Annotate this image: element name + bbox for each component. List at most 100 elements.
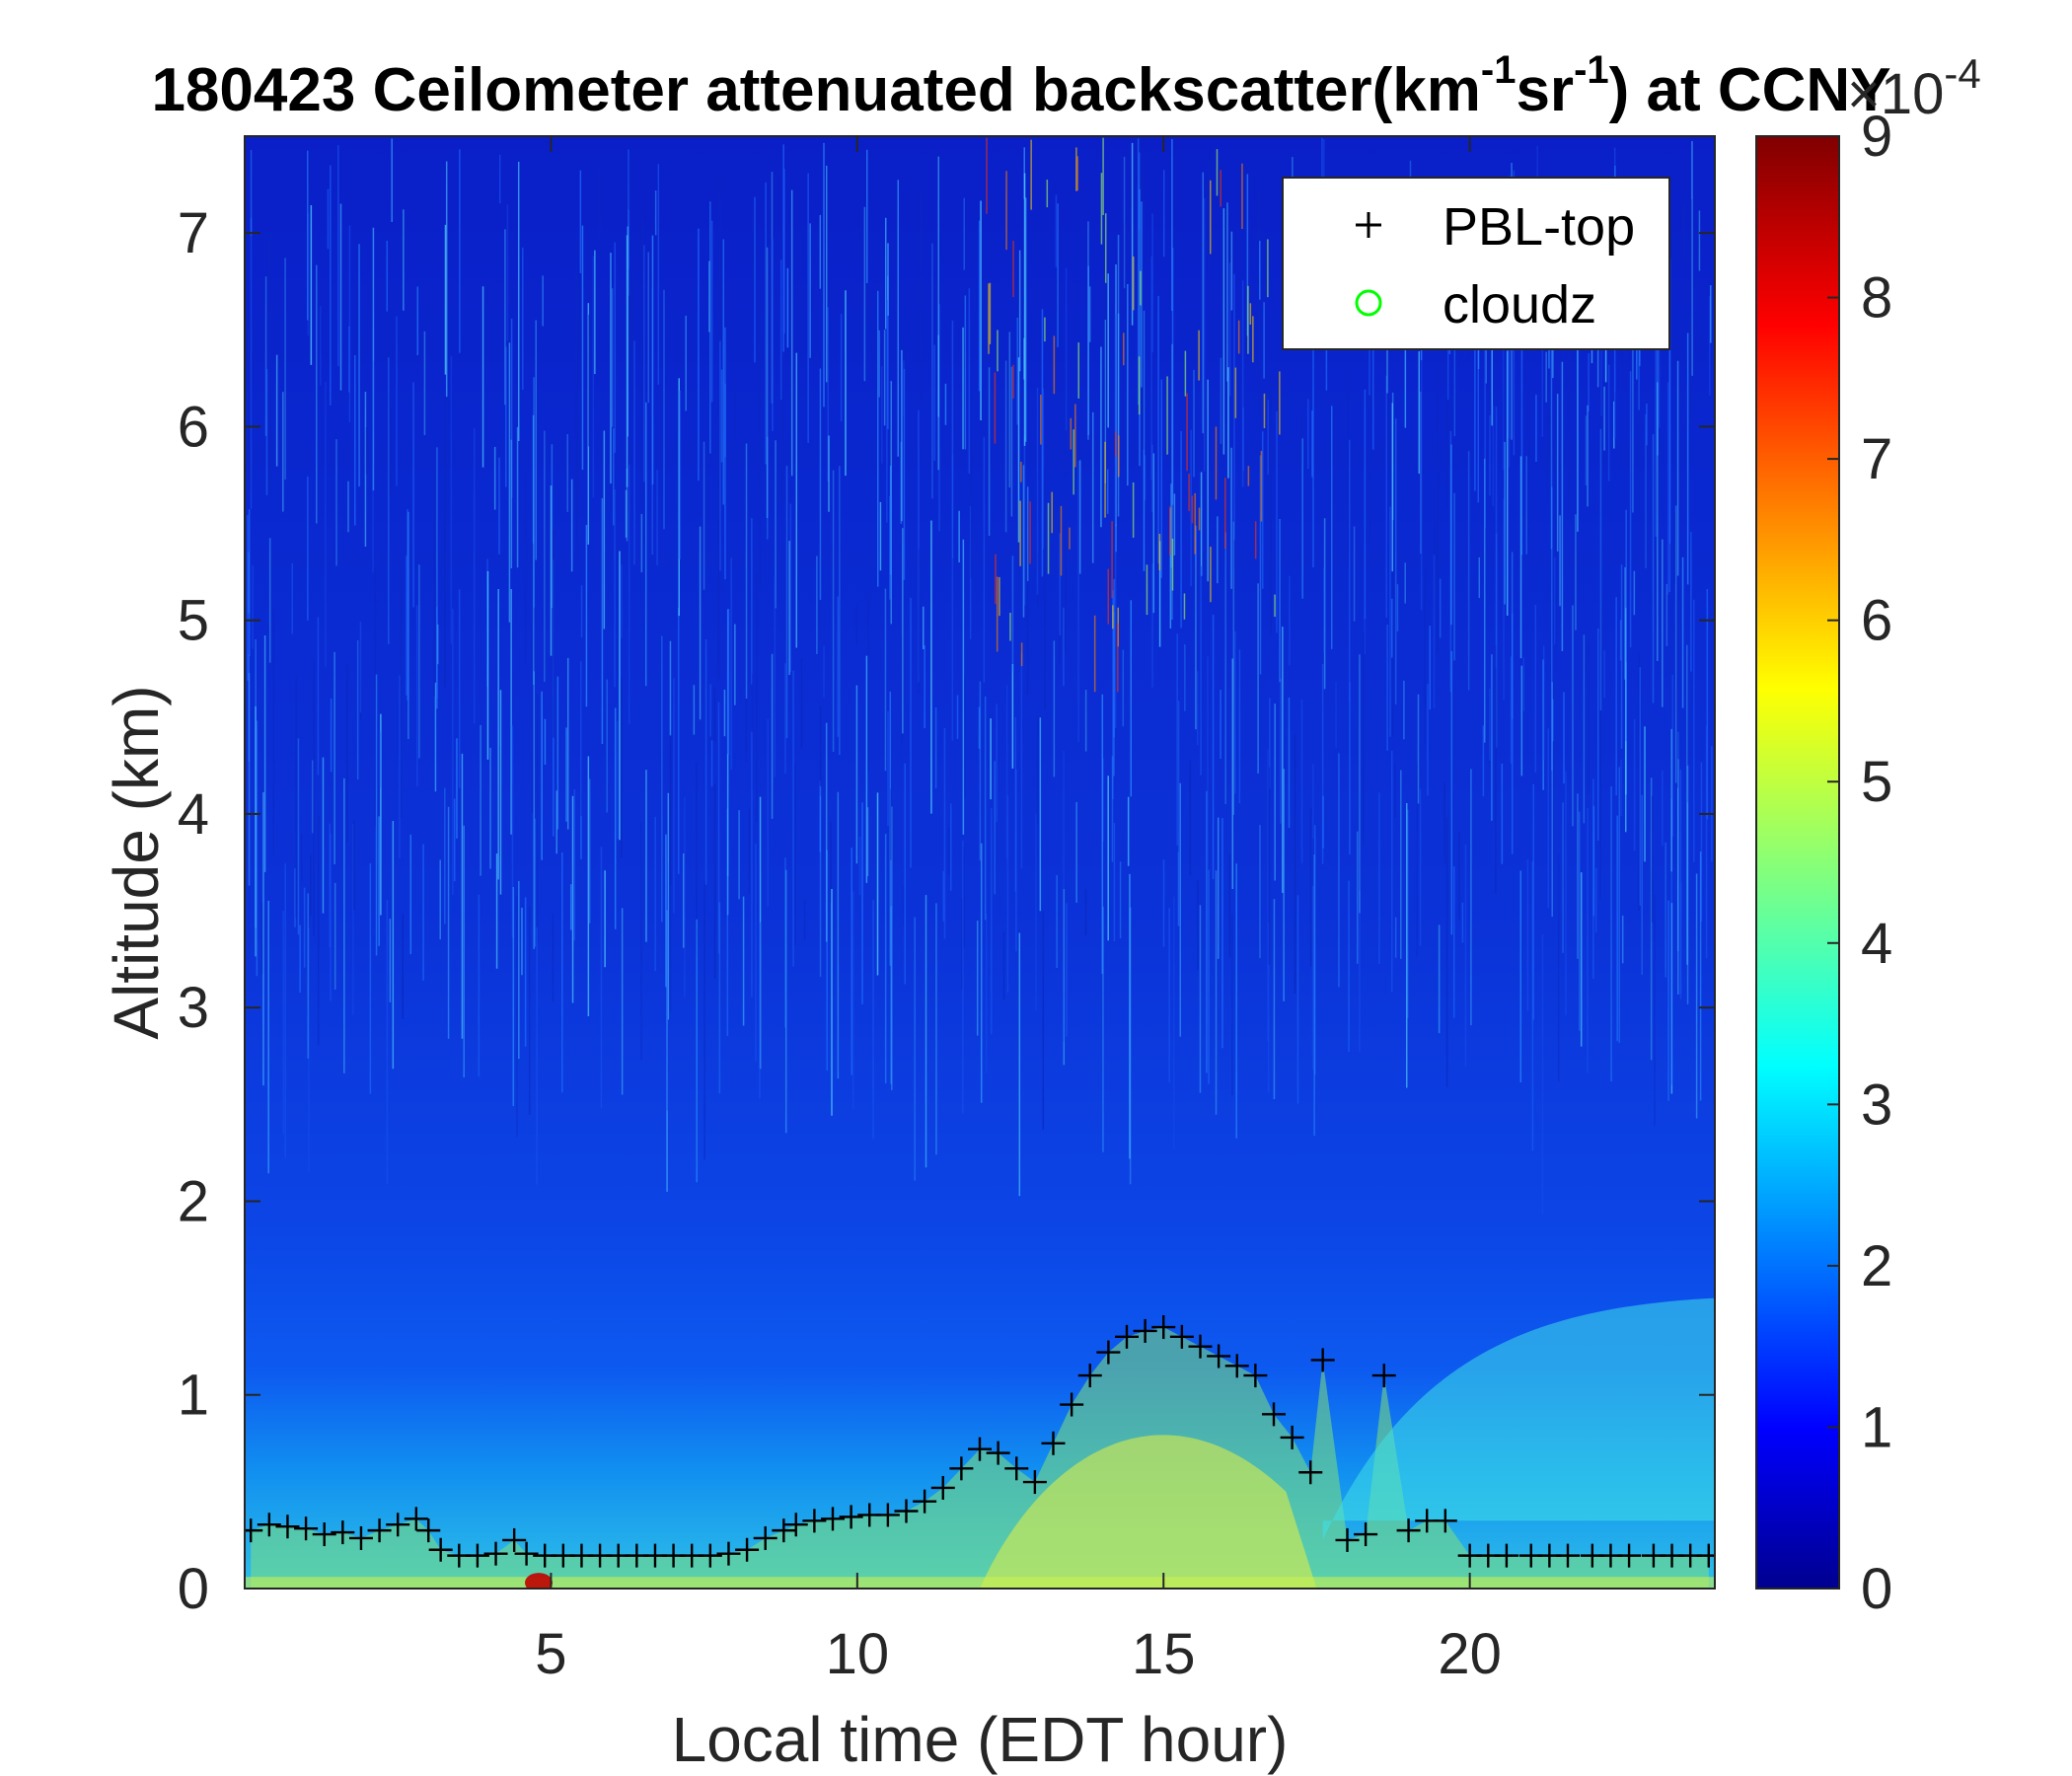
colorbar-tick-label: 6	[1861, 589, 1892, 653]
pbl-top-point	[1096, 1340, 1121, 1365]
legend-marker-cloudz	[1355, 289, 1382, 317]
pbl-top-series	[245, 1315, 1715, 1568]
pbl-top-point	[1188, 1334, 1213, 1359]
pbl-top-point	[1133, 1318, 1157, 1343]
x-tick-label: 15	[1132, 1622, 1196, 1686]
pbl-top-point	[735, 1537, 760, 1562]
pbl-top-point	[913, 1489, 937, 1514]
colorbar-tick-label: 3	[1861, 1073, 1892, 1137]
colorbar-tick-label: 0	[1861, 1557, 1892, 1621]
legend-box	[1282, 177, 1670, 350]
pbl-top-point	[698, 1543, 722, 1568]
pbl-top-point	[1243, 1364, 1268, 1388]
pbl-top-point	[1224, 1354, 1249, 1378]
colorbar-gradient	[1755, 135, 1840, 1590]
pbl-top-point	[1298, 1460, 1323, 1485]
title-sup2: -1	[1574, 48, 1609, 92]
title-end: ) at CCNY	[1609, 56, 1891, 124]
pbl-top-point	[367, 1518, 392, 1543]
pbl-top-point	[483, 1541, 508, 1566]
colorbar: 0 1 2 3 4 5 6 7 8 9 ×10-4	[1755, 50, 1981, 1621]
y-tick-label: 2	[178, 1169, 209, 1233]
pbl-top-point	[1169, 1324, 1194, 1349]
pbl-top-point	[465, 1543, 489, 1568]
pbl-top-point	[968, 1437, 992, 1461]
pbl-top-point	[1060, 1392, 1084, 1417]
pbl-top-point	[416, 1518, 441, 1543]
pbl-top-point	[275, 1515, 300, 1539]
y-tick-label: 5	[178, 589, 209, 653]
pbl-top-point	[875, 1503, 900, 1527]
pbl-top-point	[949, 1456, 974, 1481]
y-tick-label: 0	[178, 1557, 209, 1621]
pbl-top-point	[1262, 1402, 1286, 1427]
pbl-top-point	[1556, 1543, 1580, 1568]
pbl-top-point	[802, 1509, 827, 1533]
pbl-top-point	[294, 1517, 319, 1541]
pbl-top-point	[716, 1541, 741, 1566]
pbl-top-point	[986, 1441, 1010, 1465]
y-tick-label: 7	[178, 201, 209, 265]
pbl-top-point	[1151, 1315, 1176, 1340]
y-tick-label: 3	[178, 976, 209, 1040]
pbl-top-point	[257, 1513, 281, 1537]
y-axis: 0 1 2 3 4 5 6 7	[178, 201, 1715, 1621]
pbl-top-point	[245, 1518, 263, 1543]
pbl-top-point	[404, 1507, 428, 1531]
pbl-top-point	[821, 1507, 845, 1531]
colorbar-tick-label: 8	[1861, 266, 1892, 331]
chart-title: 180423 Ceilometer attenuated backscatter…	[151, 48, 1890, 124]
plot-frame	[244, 135, 1716, 1590]
pbl-top-point	[1696, 1543, 1715, 1568]
pbl-top-point	[1041, 1431, 1066, 1455]
x-axis: 5 10 15 20	[535, 136, 1502, 1686]
x-tick-label: 20	[1438, 1622, 1502, 1686]
x-axis-label: Local time (EDT hour)	[672, 1704, 1289, 1775]
heatmap-streaks	[245, 137, 1713, 1215]
legend-label-cloudz: cloudz	[1443, 275, 1596, 334]
y-tick-label: 6	[178, 395, 209, 459]
pbl-top-point	[839, 1505, 863, 1529]
pbl-top-point	[1022, 1470, 1047, 1495]
title-mid: sr	[1516, 56, 1574, 124]
y-tick-label: 4	[178, 782, 209, 847]
pbl-top-point	[772, 1518, 796, 1543]
heatmap-area	[245, 136, 1715, 1589]
pbl-top-point	[1310, 1348, 1335, 1372]
pbl-top-point	[1617, 1543, 1642, 1568]
x-tick-label: 10	[826, 1622, 890, 1686]
colorbar-tick-label: 9	[1861, 105, 1892, 169]
colorbar-tick-label: 5	[1861, 750, 1892, 814]
pbl-top-point	[930, 1475, 955, 1500]
pbl-top-point	[331, 1520, 355, 1545]
y-tick-label: 1	[178, 1364, 209, 1428]
colorbar-exponent-base: ×10	[1847, 62, 1944, 126]
pbl-top-point	[502, 1527, 527, 1552]
pbl-top-point	[1115, 1324, 1139, 1349]
title-sup1: -1	[1481, 48, 1517, 92]
legend-marker-pbl	[1356, 212, 1381, 238]
pbl-top-point	[312, 1522, 336, 1547]
pbl-top-point	[783, 1513, 808, 1537]
legend-label-pbl: PBL-top	[1443, 197, 1635, 257]
x-tick-label: 5	[535, 1622, 566, 1686]
pbl-top-point	[428, 1537, 453, 1562]
colorbar-tick-label: 4	[1861, 912, 1892, 976]
colorbar-tick-label: 1	[1861, 1395, 1892, 1459]
pbl-top-point	[894, 1499, 919, 1523]
colorbar-exponent: ×10-4	[1847, 50, 1981, 126]
colorbar-ticks: 0 1 2 3 4 5 6 7 8 9	[1827, 105, 1892, 1621]
pbl-top-point	[1396, 1518, 1421, 1543]
pbl-top-point	[1280, 1425, 1304, 1449]
pbl-top-point	[1077, 1364, 1102, 1388]
pbl-top-point	[1354, 1522, 1378, 1547]
pbl-top-point	[753, 1525, 777, 1550]
pbl-top-point	[514, 1541, 539, 1566]
y-axis-label: Altitude (km)	[101, 685, 172, 1039]
pbl-top-point	[1494, 1543, 1518, 1568]
pbl-top-point	[386, 1513, 410, 1537]
title-main: 180423 Ceilometer attenuated backscatter…	[151, 56, 1480, 124]
colorbar-exponent-power: -4	[1944, 50, 1980, 97]
legend: PBL-top cloudz	[1282, 177, 1670, 350]
